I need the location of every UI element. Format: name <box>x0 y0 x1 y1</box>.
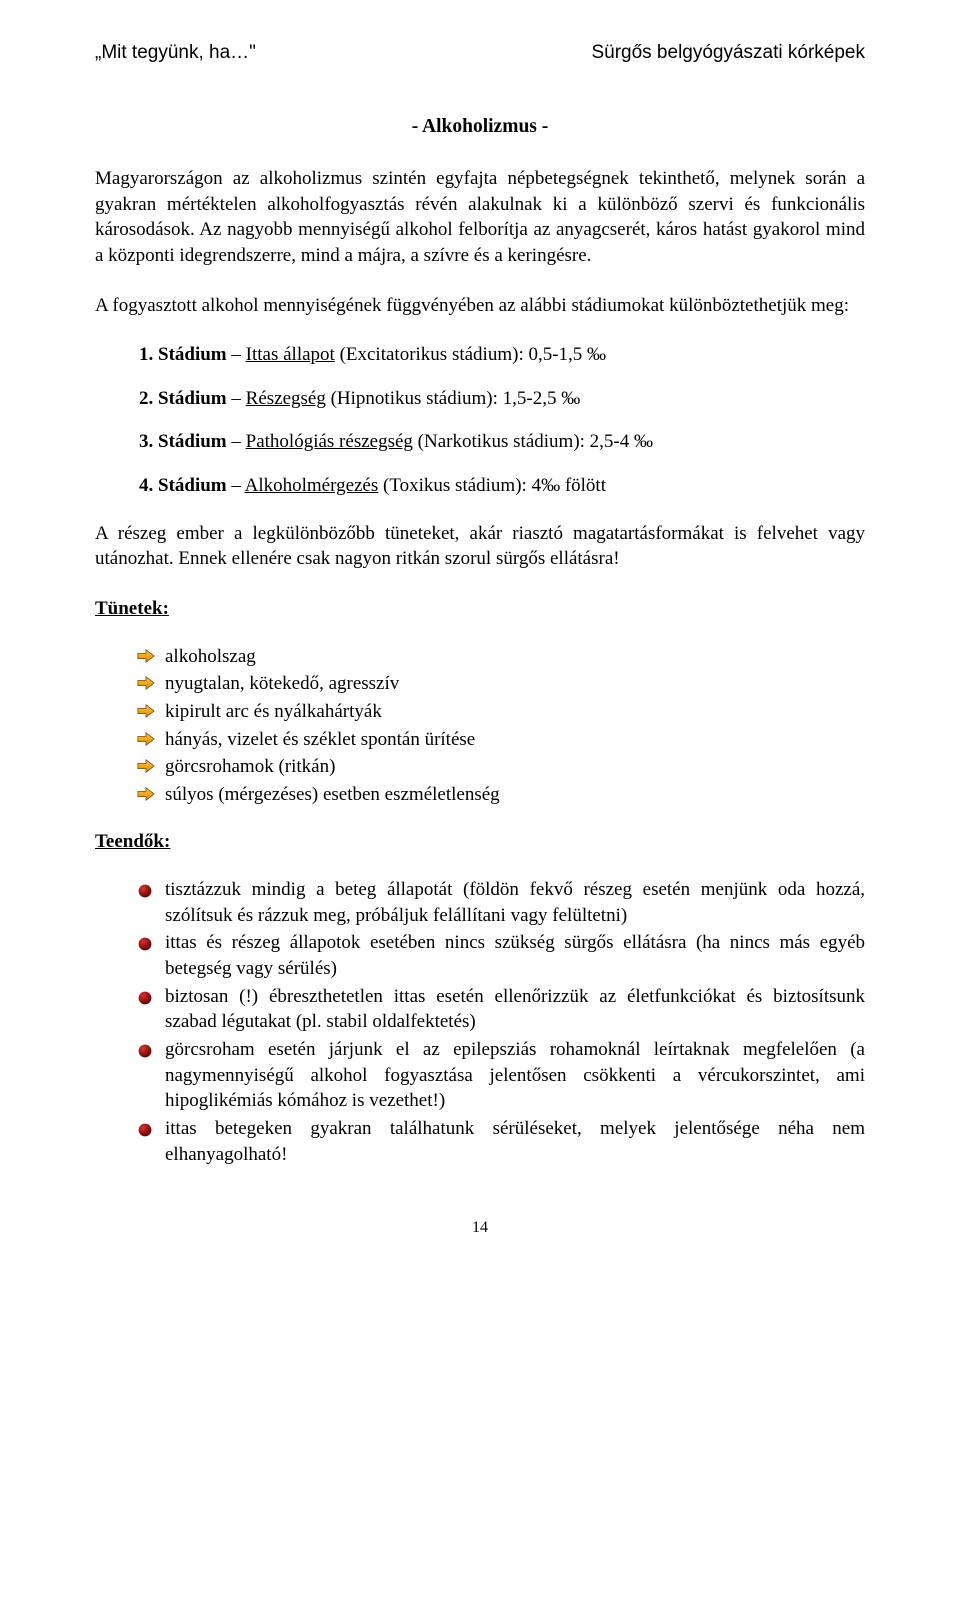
stadium-sep: – <box>231 431 245 452</box>
list-item: hányás, vizelet és széklet spontán üríté… <box>137 727 865 753</box>
list-item-text: hányás, vizelet és széklet spontán üríté… <box>165 727 475 753</box>
list-item-text: ittas betegeken gyakran találhatunk sérü… <box>165 1116 865 1167</box>
list-item-text: görcsrohamok (ritkán) <box>165 754 335 780</box>
stadium-sep: – <box>231 344 245 365</box>
symptoms-list: alkoholszagnyugtalan, kötekedő, agresszí… <box>95 644 865 808</box>
stadium-item: 3. Stádium – Pathológiás részegség (Nark… <box>139 429 865 455</box>
list-item: görcsroham esetén járjunk el az epilepsz… <box>137 1037 865 1114</box>
dot-icon <box>137 934 153 950</box>
arrow-icon <box>137 785 155 803</box>
stadium-sep: – <box>231 388 245 409</box>
list-item: kipirult arc és nyálkahártyák <box>137 699 865 725</box>
stadium-number: 2. Stádium <box>139 388 227 409</box>
list-item-text: biztosan (!) ébreszthetetlen ittas eseté… <box>165 984 865 1035</box>
stadium-item: 1. Stádium – Ittas állapot (Excitatoriku… <box>139 342 865 368</box>
stadium-number: 4. Stádium <box>139 475 227 496</box>
dot-icon <box>137 1120 153 1136</box>
list-item-text: kipirult arc és nyálkahártyák <box>165 699 382 725</box>
page-number: 14 <box>95 1217 865 1239</box>
list-item: ittas és részeg állapotok esetében nincs… <box>137 930 865 981</box>
stadium-item: 4. Stádium – Alkoholmérgezés (Toxikus st… <box>139 473 865 499</box>
dot-icon <box>137 881 153 897</box>
stadium-detail: (Excitatorikus stádium): 0,5-1,5 ‰ <box>335 344 606 365</box>
arrow-icon <box>137 702 155 720</box>
stadium-name: Részegség <box>246 388 326 409</box>
actions-list: tisztázzuk mindig a beteg állapotát (föl… <box>95 877 865 1167</box>
arrow-icon <box>137 674 155 692</box>
list-item-text: görcsroham esetén járjunk el az epilepsz… <box>165 1037 865 1114</box>
list-item: alkoholszag <box>137 644 865 670</box>
arrow-icon <box>137 647 155 665</box>
list-item: nyugtalan, kötekedő, agresszív <box>137 671 865 697</box>
header-right: Sürgős belgyógyászati kórképek <box>591 40 865 66</box>
stadium-list: 1. Stádium – Ittas állapot (Excitatoriku… <box>95 342 865 499</box>
document-title: - Alkoholizmus - <box>95 114 865 140</box>
list-item-text: tisztázzuk mindig a beteg állapotát (föl… <box>165 877 865 928</box>
list-item: súlyos (mérgezéses) esetben eszméletlens… <box>137 782 865 808</box>
stadium-detail: (Narkotikus stádium): 2,5-4 ‰ <box>413 431 653 452</box>
list-item-text: ittas és részeg állapotok esetében nincs… <box>165 930 865 981</box>
page-header: „Mit tegyünk, ha…" Sürgős belgyógyászati… <box>95 40 865 66</box>
stadium-name: Pathológiás részegség <box>246 431 413 452</box>
stadium-detail: (Hipnotikus stádium): 1,5-2,5 ‰ <box>326 388 580 409</box>
stadium-detail: (Toxikus stádium): 4‰ fölött <box>378 475 606 496</box>
actions-heading: Teendők: <box>95 829 865 855</box>
list-item: görcsrohamok (ritkán) <box>137 754 865 780</box>
arrow-icon <box>137 757 155 775</box>
dot-icon <box>137 988 153 1004</box>
stadium-number: 1. Stádium <box>139 344 227 365</box>
list-item-text: nyugtalan, kötekedő, agresszív <box>165 671 399 697</box>
list-item-text: alkoholszag <box>165 644 256 670</box>
stadium-name: Ittas állapot <box>246 344 335 365</box>
dot-icon <box>137 1041 153 1057</box>
paragraph-note: A részeg ember a legkülönbözőbb tüneteke… <box>95 521 865 572</box>
list-item: ittas betegeken gyakran találhatunk sérü… <box>137 1116 865 1167</box>
paragraph-intro: Magyarországon az alkoholizmus szintén e… <box>95 166 865 269</box>
stadium-sep: – <box>231 475 244 496</box>
paragraph-stages-intro: A fogyasztott alkohol mennyiségének függ… <box>95 293 865 319</box>
stadium-item: 2. Stádium – Részegség (Hipnotikus stádi… <box>139 386 865 412</box>
header-left: „Mit tegyünk, ha…" <box>95 40 256 66</box>
stadium-name: Alkoholmérgezés <box>245 475 379 496</box>
symptoms-heading: Tünetek: <box>95 596 865 622</box>
list-item: tisztázzuk mindig a beteg állapotát (föl… <box>137 877 865 928</box>
arrow-icon <box>137 730 155 748</box>
list-item: biztosan (!) ébreszthetetlen ittas eseté… <box>137 984 865 1035</box>
stadium-number: 3. Stádium <box>139 431 227 452</box>
list-item-text: súlyos (mérgezéses) esetben eszméletlens… <box>165 782 500 808</box>
